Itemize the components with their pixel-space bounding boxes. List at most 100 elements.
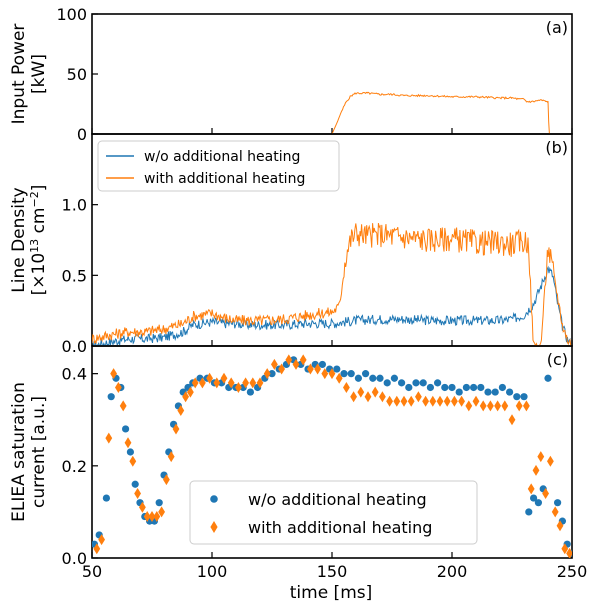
data-point-without-heating <box>544 374 552 382</box>
data-point-without-heating <box>434 379 442 387</box>
data-point-without-heating <box>534 499 543 507</box>
data-point-with-heating <box>285 354 293 366</box>
y-axis-label: Input Power <box>9 24 29 125</box>
y-axis-label: ELIEA saturation <box>9 382 29 522</box>
data-point-with-heating <box>93 543 101 555</box>
data-point-without-heating <box>513 393 521 401</box>
panel-label: (a) <box>546 18 568 37</box>
y-axis-label-line2: [×1013 cm−2] <box>28 185 50 296</box>
data-point-with-heating <box>386 395 393 407</box>
y-axis-label-superscript: 13 <box>28 239 41 253</box>
data-point-without-heating <box>520 393 528 401</box>
data-point-with-heating <box>321 368 329 380</box>
data-point-without-heating <box>530 494 538 502</box>
data-point-with-heating <box>407 395 415 407</box>
data-point-without-heating <box>491 388 499 396</box>
data-point-with-heating <box>556 520 564 532</box>
y-tick-label: 0 <box>77 125 87 144</box>
series-line-without-heating <box>92 265 572 346</box>
data-point-with-heating <box>307 363 314 375</box>
data-point-with-heating <box>343 381 350 393</box>
data-point-with-heating <box>508 414 516 426</box>
legend-box <box>97 140 340 192</box>
data-point-with-heating <box>400 395 408 407</box>
legend-label: w/o additional heating <box>248 490 427 509</box>
chart-panels: 0 50 100 (a) Input Power [kW] 0.0 0.5 1.0 (b) Line… <box>9 5 573 568</box>
plot-area <box>92 354 572 558</box>
data-point-with-heating <box>227 377 235 389</box>
plot-area <box>92 222 572 346</box>
data-point-with-heating <box>415 391 422 403</box>
data-point-with-heating <box>220 372 228 384</box>
data-point-with-heating <box>182 391 189 403</box>
data-point-without-heating <box>455 388 463 396</box>
data-point-with-heating <box>393 395 401 407</box>
data-point-without-heating <box>107 393 115 401</box>
data-point-without-heating <box>362 370 370 378</box>
y-tick-label: 0.4 <box>62 365 87 384</box>
series-line-with-heating <box>331 91 550 134</box>
data-point-with-heating <box>443 395 451 407</box>
data-point-with-heating <box>206 372 213 384</box>
data-point-without-heating <box>155 499 163 507</box>
data-point-with-heating <box>487 400 494 412</box>
data-point-without-heating <box>354 374 362 382</box>
data-point-without-heating <box>122 425 130 433</box>
data-point-with-heating <box>134 487 141 499</box>
data-point-without-heating <box>383 379 391 387</box>
data-point-without-heating <box>268 370 276 378</box>
data-point-with-heating <box>263 368 271 380</box>
data-point-with-heating <box>98 534 105 546</box>
y-tick-label: 0.0 <box>62 549 87 568</box>
data-point-with-heating <box>379 391 386 403</box>
legend: w/o additional heating with additional he… <box>189 480 478 545</box>
data-point-with-heating <box>143 511 151 523</box>
data-point-without-heating <box>340 370 348 378</box>
data-point-with-heating <box>199 377 206 389</box>
data-point-with-heating <box>523 400 530 412</box>
plot-area <box>331 91 550 134</box>
data-point-with-heating <box>479 400 487 412</box>
data-point-without-heating <box>419 379 427 387</box>
data-point-with-heating <box>566 547 572 558</box>
x-axis-label: time [ms] <box>290 583 373 603</box>
data-point-with-heating <box>167 451 175 463</box>
y-axis-label-part: cm <box>29 208 49 239</box>
legend-label: with additional heating <box>144 171 305 187</box>
y-axis-label: Line Density <box>9 187 29 292</box>
series-line-with-heating <box>92 222 572 346</box>
data-point-without-heating <box>369 374 377 382</box>
data-point-with-heating <box>124 437 132 449</box>
data-point-with-heating <box>547 455 554 467</box>
y-axis-label-superscript: −2 <box>28 191 41 207</box>
data-point-with-heating <box>335 372 343 384</box>
data-point-without-heating <box>318 360 326 369</box>
data-point-with-heating <box>119 400 127 412</box>
data-point-without-heating <box>398 379 406 387</box>
x-tick-labels: 50 100 150 200 250 <box>82 562 587 581</box>
x-tick-label: 50 <box>82 562 102 581</box>
data-point-with-heating <box>105 432 113 444</box>
y-tick-label: 50 <box>67 65 87 84</box>
x-tick-label: 250 <box>557 562 588 581</box>
data-point-without-heating <box>448 383 456 392</box>
data-point-with-heating <box>465 400 473 412</box>
y-axis-label-line2: current [a.u.] <box>29 396 49 508</box>
data-point-with-heating <box>532 464 540 476</box>
data-point-without-heating <box>477 383 485 392</box>
data-point-with-heating <box>472 395 480 407</box>
legend-marker <box>210 521 218 533</box>
y-tick-label: 0.2 <box>62 457 87 476</box>
x-tick-label: 200 <box>437 562 468 581</box>
data-point-without-heating <box>412 379 420 387</box>
data-point-with-heating <box>191 377 199 389</box>
panel-a: 0 50 100 (a) Input Power [kW] <box>9 5 573 144</box>
data-point-without-heating <box>405 383 413 392</box>
panel-b: 0.0 0.5 1.0 (b) Line Density [×1013 cm−2] w/o … <box>9 133 573 356</box>
data-point-without-heating <box>484 388 492 396</box>
shared-x-axis: 50 100 150 200 250 time [ms] <box>82 562 587 603</box>
data-point-with-heating <box>357 386 365 398</box>
y-tick-label: 1.0 <box>62 196 87 215</box>
data-point-with-heating <box>271 358 278 370</box>
data-point-with-heating <box>371 386 379 398</box>
